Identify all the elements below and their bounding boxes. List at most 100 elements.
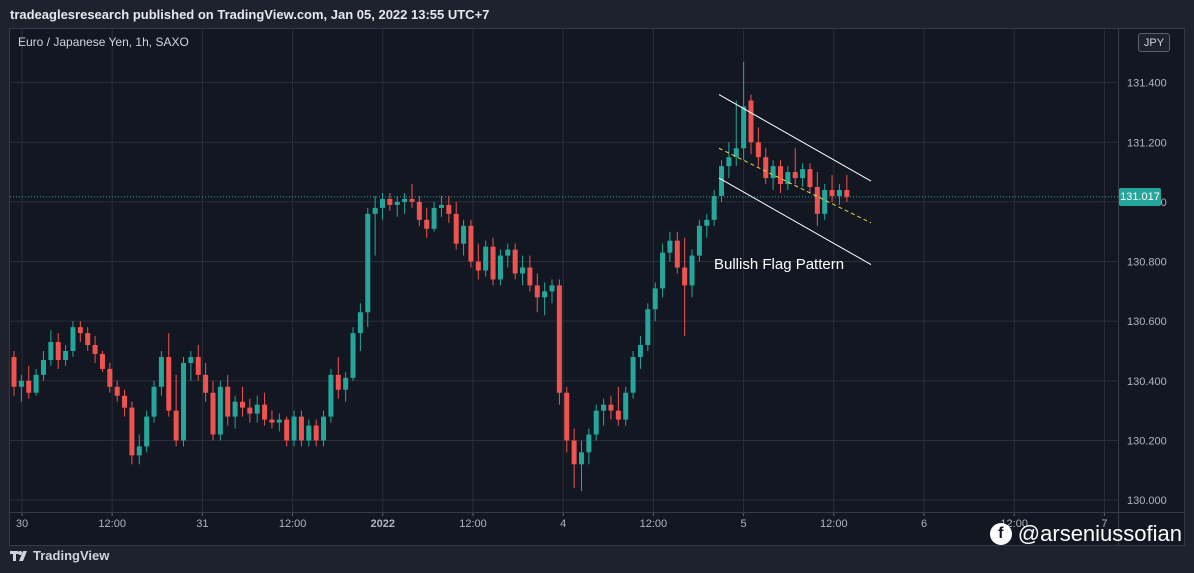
candle-body xyxy=(667,240,673,253)
candle-body xyxy=(527,267,533,286)
candle-body xyxy=(438,204,444,208)
facebook-icon: f xyxy=(989,523,1012,545)
candle-body xyxy=(343,377,349,390)
candle-body xyxy=(306,425,312,441)
candle-body xyxy=(468,225,474,262)
candle-body xyxy=(48,342,54,360)
candle-body xyxy=(497,255,503,280)
y-tick-label: 130.800 xyxy=(1127,257,1167,269)
x-tick-label: 12:00 xyxy=(459,518,487,530)
candle-body xyxy=(276,419,282,423)
candle-body xyxy=(512,249,518,274)
candle-body xyxy=(269,419,275,423)
candle-body xyxy=(564,392,570,441)
x-tick-label: 7 xyxy=(1101,518,1107,530)
candle-body xyxy=(350,333,356,378)
candle-body xyxy=(254,404,260,414)
candle-body xyxy=(85,333,91,346)
candle-body xyxy=(645,309,651,346)
candle-body xyxy=(313,425,319,441)
candle-body xyxy=(409,198,415,202)
candle-body xyxy=(107,368,113,387)
tradingview-brand: TradingView xyxy=(33,548,110,563)
candle-body xyxy=(785,172,791,185)
candle-body xyxy=(453,213,459,244)
symbol-label: Euro / Japanese Yen, 1h, SAXO xyxy=(18,35,189,49)
tradingview-logo[interactable]: TradingView xyxy=(10,548,109,563)
chart-frame[interactable] xyxy=(9,28,1185,546)
axis-layer: 130.000 130.200 130.400 130.600 130.800 131.0… xyxy=(10,29,1184,545)
candle-body xyxy=(77,327,83,334)
x-tick-label: 31 xyxy=(196,518,208,530)
candle-body xyxy=(571,440,577,465)
candle-body xyxy=(357,312,363,334)
candle-body xyxy=(225,386,231,417)
x-tick-label: 12:00 xyxy=(98,518,126,530)
candle-body xyxy=(844,190,850,197)
candle-body xyxy=(424,219,430,229)
candle-body xyxy=(26,380,32,393)
candle-body xyxy=(11,356,17,387)
candle-body xyxy=(490,246,496,280)
candle-body xyxy=(380,198,385,208)
candle-body xyxy=(711,195,717,220)
candle-body xyxy=(726,157,732,167)
candle-body xyxy=(203,374,209,393)
candle-body xyxy=(829,190,835,196)
candle-body xyxy=(328,374,334,417)
candle-body xyxy=(630,356,636,393)
candle-body xyxy=(40,359,46,375)
x-tick-label: 2022 xyxy=(371,518,395,530)
candle-body xyxy=(210,392,216,435)
author-handle: @arseniussofian xyxy=(1017,521,1182,546)
candle-body xyxy=(372,207,378,214)
flag-mid-line xyxy=(718,147,872,224)
candle-body xyxy=(416,201,422,220)
grid-layer xyxy=(10,29,1118,512)
candle-body xyxy=(431,207,437,229)
candle-body xyxy=(682,267,688,286)
candle-body xyxy=(748,100,754,143)
candle-body xyxy=(601,404,607,411)
candle-body xyxy=(696,225,702,256)
candle-body xyxy=(446,204,452,214)
candle-body xyxy=(387,198,393,205)
candle-body xyxy=(719,166,725,196)
candle-body xyxy=(129,407,135,456)
candle-body xyxy=(520,267,526,274)
candle-body xyxy=(608,404,614,411)
candle-body xyxy=(777,166,783,185)
candle-body xyxy=(770,166,776,179)
candle-body xyxy=(461,225,467,244)
candle-body xyxy=(674,240,680,268)
candle-body xyxy=(733,148,739,158)
candle-body xyxy=(623,392,629,420)
candle-body xyxy=(660,252,666,289)
currency-button[interactable]: JPY xyxy=(1138,33,1170,52)
candle-body xyxy=(542,291,548,298)
pattern-layer: Bullish Flag Pattern xyxy=(714,94,872,273)
candle-body xyxy=(365,213,371,313)
y-tick-label: 130.400 xyxy=(1127,376,1167,388)
candle-body xyxy=(763,157,769,179)
candle-body xyxy=(505,249,511,256)
candle-body xyxy=(195,356,201,375)
candle-body xyxy=(704,219,710,226)
flag-upper-line xyxy=(718,94,872,182)
candle-body xyxy=(836,190,842,196)
candle-body xyxy=(291,416,297,441)
candle-body xyxy=(284,419,290,441)
candle-body xyxy=(335,374,341,390)
candle-body xyxy=(792,172,798,179)
candle-body xyxy=(741,106,747,149)
x-tick-label: 12:00 xyxy=(820,518,848,530)
candle-body xyxy=(136,446,142,456)
candle-body xyxy=(321,416,327,441)
y-tick-label: 131.200 xyxy=(1127,137,1167,149)
candle-body xyxy=(217,386,223,435)
y-tick-label: 131.400 xyxy=(1127,78,1167,90)
candle-body xyxy=(549,285,555,292)
last-price-badge: 131.017 xyxy=(1119,187,1161,206)
candle-body xyxy=(232,401,238,417)
